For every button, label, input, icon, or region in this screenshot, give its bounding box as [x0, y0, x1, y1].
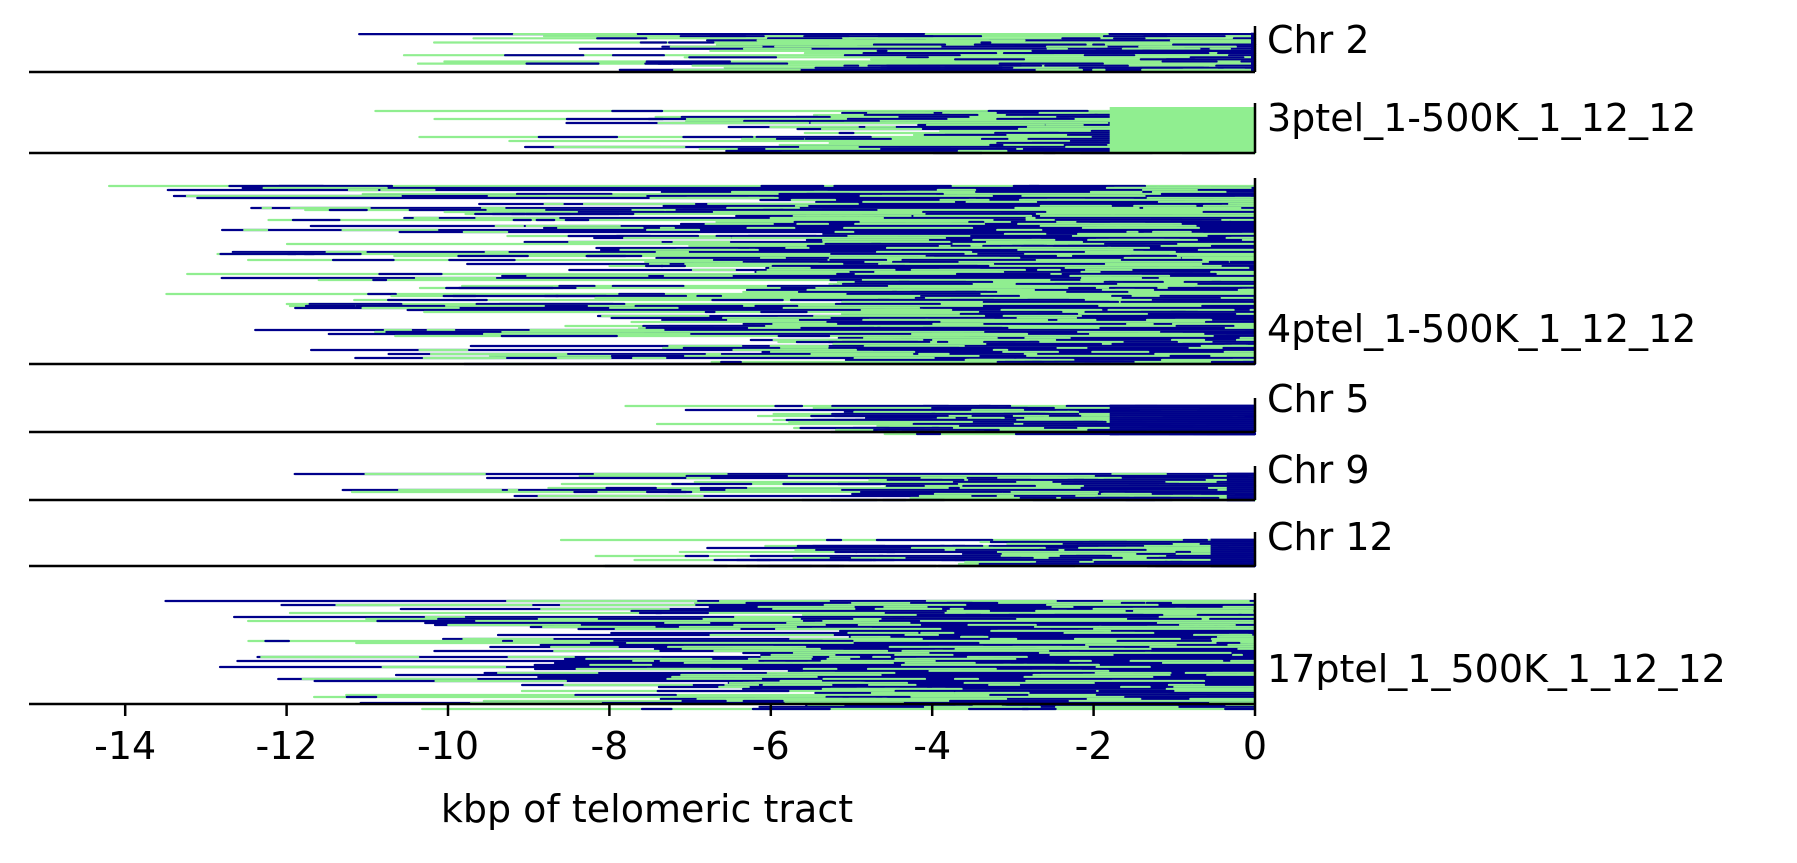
track-label-4: Chr 9	[1267, 448, 1370, 492]
x-axis: -14 -12 -10 -8 -6 -4 -2 0	[94, 704, 1267, 768]
x-tick-label-6: -2	[1075, 724, 1113, 768]
x-tick-label-2: -10	[417, 724, 479, 768]
track-label-6: 17ptel_1_500K_1_12_12	[1267, 647, 1726, 691]
x-axis-title: kbp of telomeric tract	[441, 787, 853, 831]
track-3: Chr 5	[29, 377, 1370, 436]
x-tick-label-4: -6	[752, 724, 790, 768]
x-tick-label-1: -12	[256, 724, 318, 768]
track-label-2: 4ptel_1-500K_1_12_12	[1267, 307, 1696, 351]
x-tick-label-5: -4	[913, 724, 951, 768]
canonical-fill-1	[1109, 107, 1255, 153]
track-5: Chr 12	[29, 515, 1394, 568]
track-6: 17ptel_1_500K_1_12_12	[29, 593, 1726, 711]
track-label-5: Chr 12	[1267, 515, 1394, 559]
track-0: Chr 2	[29, 18, 1370, 74]
x-tick-label-3: -8	[590, 724, 628, 768]
x-tick-label-0: -14	[94, 724, 156, 768]
x-tick-label-7: 0	[1243, 724, 1267, 768]
track-label-0: Chr 2	[1267, 18, 1370, 62]
track-label-1: 3ptel_1-500K_1_12_12	[1267, 96, 1696, 140]
tracks-layer: Chr 2 3ptel_1-500K_1_12_12 4ptel_1-500K_1_…	[29, 18, 1726, 711]
track-1: 3ptel_1-500K_1_12_12	[29, 96, 1696, 155]
track-4: Chr 9	[29, 448, 1370, 502]
track-label-3: Chr 5	[1267, 377, 1370, 421]
track-2: 4ptel_1-500K_1_12_12	[29, 178, 1696, 366]
